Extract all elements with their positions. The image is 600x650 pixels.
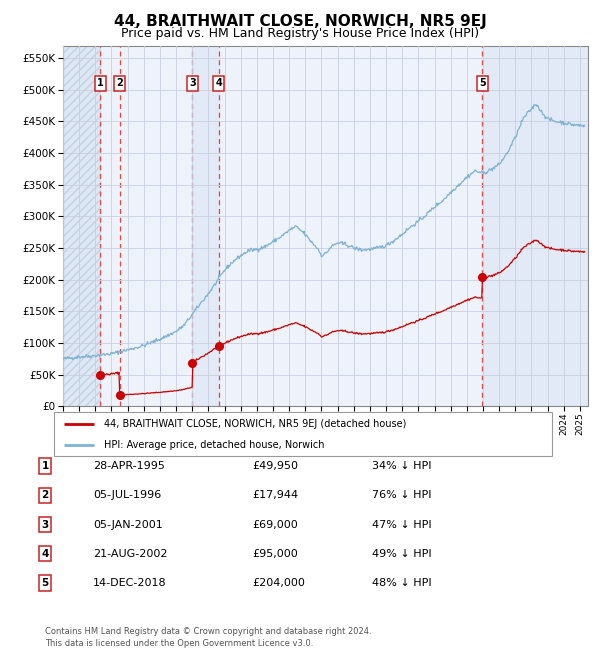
Text: £17,944: £17,944 [252,490,298,501]
Text: 21-AUG-2002: 21-AUG-2002 [93,549,167,559]
Text: £69,000: £69,000 [252,519,298,530]
Text: 3: 3 [41,519,49,530]
Text: 2: 2 [41,490,49,501]
Bar [482,46,588,406]
Text: 48% ↓ HPI: 48% ↓ HPI [372,578,431,588]
Text: £204,000: £204,000 [252,578,305,588]
Text: 47% ↓ HPI: 47% ↓ HPI [372,519,431,530]
Text: 49% ↓ HPI: 49% ↓ HPI [372,549,431,559]
Bar [63,46,100,406]
Text: 44, BRAITHWAIT CLOSE, NORWICH, NR5 9EJ: 44, BRAITHWAIT CLOSE, NORWICH, NR5 9EJ [113,14,487,29]
Text: 5: 5 [41,578,49,588]
Text: Price paid vs. HM Land Registry's House Price Index (HPI): Price paid vs. HM Land Registry's House … [121,27,479,40]
Text: HPI: Average price, detached house, Norwich: HPI: Average price, detached house, Norw… [104,440,325,450]
Text: Contains HM Land Registry data © Crown copyright and database right 2024.
This d: Contains HM Land Registry data © Crown c… [45,627,371,648]
Text: 5: 5 [479,79,485,88]
Text: 05-JAN-2001: 05-JAN-2001 [93,519,163,530]
Text: 44, BRAITHWAIT CLOSE, NORWICH, NR5 9EJ (detached house): 44, BRAITHWAIT CLOSE, NORWICH, NR5 9EJ (… [104,419,406,430]
Text: 1: 1 [41,461,49,471]
Text: 4: 4 [41,549,49,559]
Bar [193,46,219,406]
FancyBboxPatch shape [54,412,552,456]
Text: 1: 1 [97,79,104,88]
Text: 76% ↓ HPI: 76% ↓ HPI [372,490,431,501]
Text: 28-APR-1995: 28-APR-1995 [93,461,165,471]
Bar [63,46,100,406]
Text: 34% ↓ HPI: 34% ↓ HPI [372,461,431,471]
Text: £49,950: £49,950 [252,461,298,471]
Text: 4: 4 [215,79,222,88]
Text: 2: 2 [116,79,123,88]
Text: 05-JUL-1996: 05-JUL-1996 [93,490,161,501]
Text: 3: 3 [189,79,196,88]
Text: 14-DEC-2018: 14-DEC-2018 [93,578,167,588]
Text: £95,000: £95,000 [252,549,298,559]
